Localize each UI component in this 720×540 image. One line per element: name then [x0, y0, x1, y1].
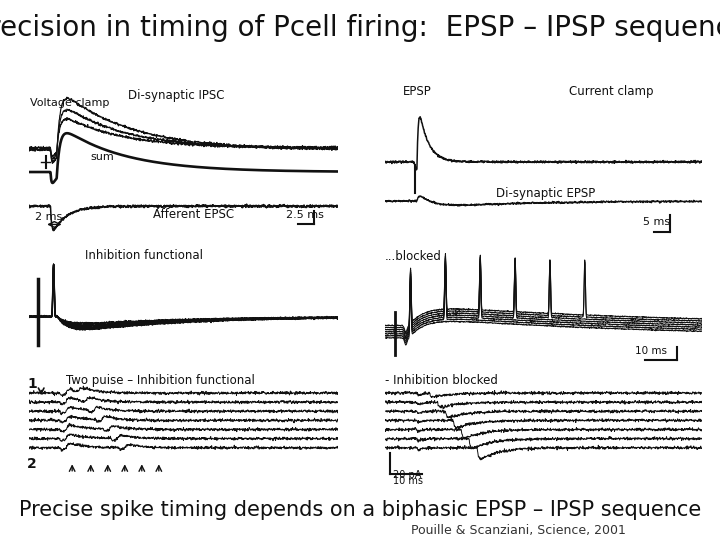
- Text: Inhibition functional: Inhibition functional: [84, 248, 202, 261]
- Text: - Inhibition blocked: - Inhibition blocked: [385, 374, 498, 387]
- Text: Two puise – Inhibition functional: Two puise – Inhibition functional: [66, 374, 255, 387]
- Text: 5 ms: 5 ms: [644, 217, 670, 227]
- Text: 20 pA: 20 pA: [393, 470, 421, 480]
- Text: Precise spike timing depends on a biphasic EPSP – IPSP sequence: Precise spike timing depends on a biphas…: [19, 500, 701, 521]
- Text: Di-synaptic EPSP: Di-synaptic EPSP: [496, 187, 595, 200]
- Text: 2: 2: [27, 457, 37, 471]
- Text: ...blocked: ...blocked: [385, 250, 442, 263]
- Text: EPSP: EPSP: [402, 85, 431, 98]
- Text: Voltage clamp: Voltage clamp: [30, 98, 109, 108]
- Text: Di-synaptic IPSC: Di-synaptic IPSC: [128, 89, 225, 102]
- Text: 10 ms: 10 ms: [393, 476, 423, 486]
- Text: Precision in timing of Pcell firing:  EPSP – IPSP sequence: Precision in timing of Pcell firing: EPS…: [0, 14, 720, 42]
- Text: Pouille & Scanziani, Science, 2001: Pouille & Scanziani, Science, 2001: [411, 524, 626, 537]
- Text: 10 ms: 10 ms: [636, 346, 667, 356]
- Text: Afferent EPSC: Afferent EPSC: [153, 208, 234, 221]
- Text: 2 ms: 2 ms: [35, 212, 62, 221]
- Text: 1: 1: [27, 377, 37, 391]
- Text: 2.5 ms: 2.5 ms: [286, 211, 324, 220]
- Text: Current clamp: Current clamp: [569, 85, 654, 98]
- Text: sum: sum: [91, 152, 114, 162]
